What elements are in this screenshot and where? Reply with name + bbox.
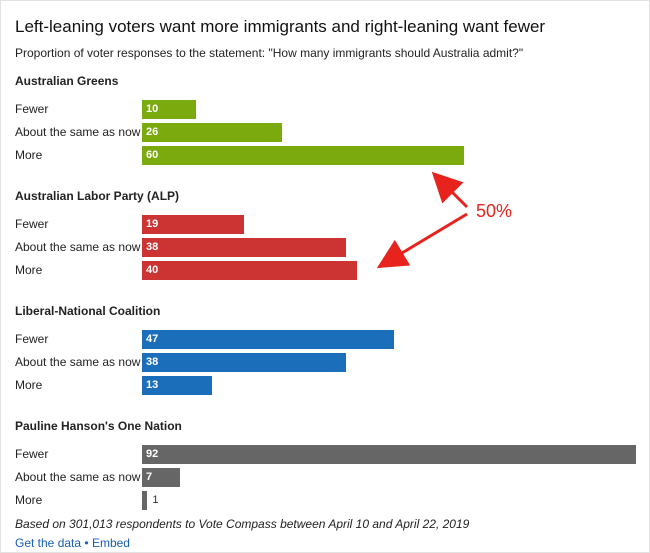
bar: [142, 238, 347, 257]
bar-value-label: 38: [146, 356, 159, 368]
bar-value-label: 7: [146, 471, 153, 483]
bar: [142, 146, 465, 165]
category-label: About the same as now: [15, 355, 141, 369]
bar: [142, 353, 347, 372]
bar-value-label: 13: [146, 379, 159, 391]
category-label: Fewer: [15, 217, 49, 231]
bar: [142, 330, 395, 349]
bar-value-label: 10: [146, 103, 159, 115]
category-label: More: [15, 378, 43, 392]
group-title: Australian Labor Party (ALP): [15, 189, 180, 203]
chart-title: Left-leaning voters want more immigrants…: [15, 17, 546, 36]
category-label: More: [15, 148, 43, 162]
bar-value-label: 19: [146, 218, 159, 230]
bar: [142, 468, 180, 487]
bar: [142, 491, 148, 510]
category-label: Fewer: [15, 332, 49, 346]
footnote: Based on 301,013 respondents to Vote Com…: [15, 517, 470, 531]
bar-value-label: 60: [146, 149, 159, 161]
group-title: Pauline Hanson's One Nation: [15, 419, 182, 433]
category-label: About the same as now: [15, 125, 141, 139]
annotation-label: 50%: [476, 201, 513, 221]
category-label: More: [15, 263, 43, 277]
category-label: Fewer: [15, 102, 49, 116]
group-title: Australian Greens: [15, 74, 119, 88]
get-data-link[interactable]: Get the data: [15, 536, 82, 550]
bar: [142, 100, 196, 119]
link-separator: •: [84, 536, 89, 550]
bar: [142, 445, 636, 464]
bar-value-label: 38: [146, 241, 159, 253]
embed-link[interactable]: Embed: [91, 536, 130, 550]
category-label: Fewer: [15, 447, 49, 461]
bar: [142, 376, 212, 395]
bar: [142, 215, 245, 234]
group-title: Liberal-National Coalition: [15, 304, 161, 318]
bar: [142, 123, 282, 142]
bar-value-label: 40: [146, 264, 159, 276]
bar-value-label: 92: [146, 448, 159, 460]
bar-value-label: 26: [146, 126, 159, 138]
bar-value-label: 47: [146, 333, 159, 345]
bar: [142, 261, 357, 280]
chart-subtitle: Proportion of voter responses to the sta…: [15, 46, 524, 60]
category-label: About the same as now: [15, 470, 141, 484]
category-label: More: [15, 493, 43, 507]
bar-value-label: 1: [152, 494, 159, 506]
footer-links: Get the data • Embed: [15, 536, 130, 550]
category-label: About the same as now: [15, 240, 141, 254]
